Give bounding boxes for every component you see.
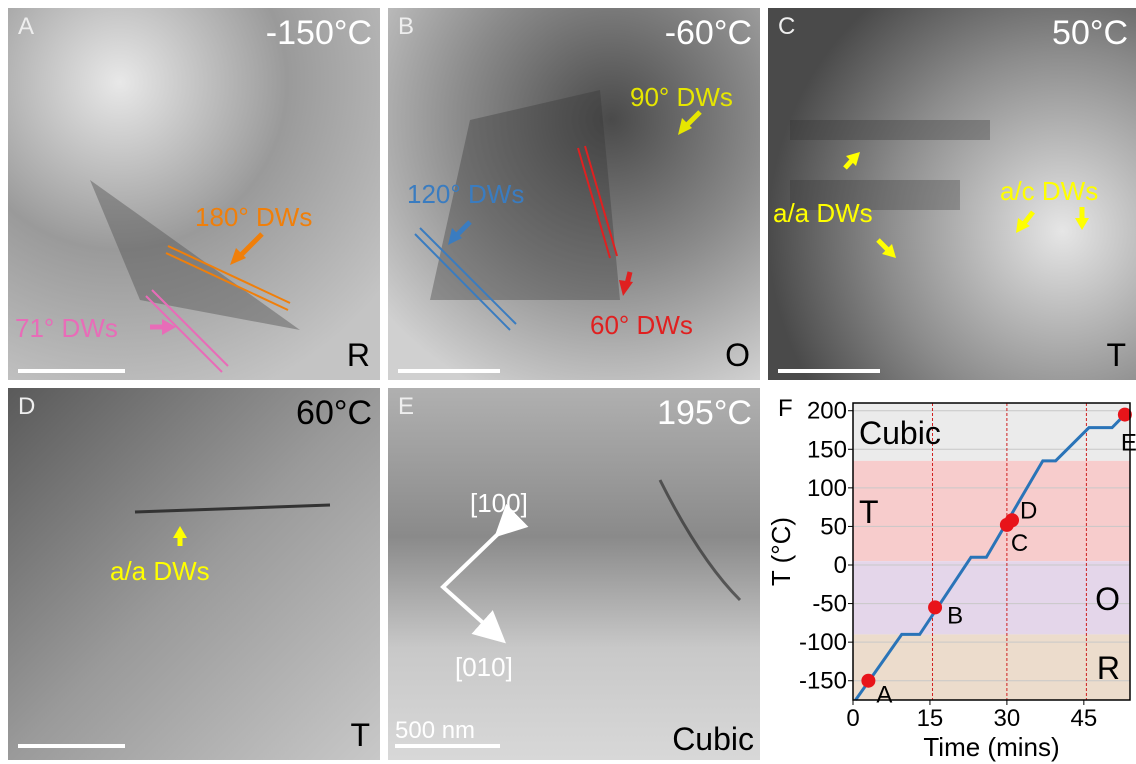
x-axis-label: Time (mins)	[923, 732, 1059, 762]
y-tick-label: 0	[834, 552, 847, 579]
phase: Cubic	[672, 721, 754, 757]
x-tick-label: 45	[1070, 705, 1097, 732]
y-tick-label: 200	[807, 398, 847, 425]
region-label: T	[859, 494, 879, 530]
panel-a: A -150°C R 180° DWs 71° DWs	[8, 8, 380, 380]
panel-f: F 200 150 100 50 0 -50 -100 -150 0 15 30 45 Cubic T OR…	[766, 395, 1136, 762]
panel-d: D 60°C T a/a DWs	[8, 388, 380, 760]
panel-b: B -60°C O 90° DWs 120° DWs 60° DWs	[388, 8, 760, 380]
sample-point	[928, 600, 942, 614]
direction-label: [010]	[455, 652, 513, 682]
panel-label: A	[18, 13, 34, 40]
y-axis-label: T (°C)	[766, 517, 796, 586]
point-label: D	[1020, 497, 1037, 524]
point-label: C	[1011, 530, 1028, 557]
temperature: 195°C	[657, 394, 752, 432]
y-tick-label: 150	[807, 436, 847, 463]
direction-label: [100]	[470, 488, 528, 518]
annotation: a/a DWs	[773, 198, 873, 228]
region-label: Cubic	[859, 415, 941, 451]
temperature: -150°C	[266, 14, 372, 52]
region-label: O	[1095, 581, 1120, 617]
panel-e: E 195°C Cubic [100] [010] 500 nm	[388, 388, 760, 760]
panel-label: D	[18, 393, 35, 420]
sample-point	[861, 674, 875, 688]
tem-image	[388, 388, 760, 760]
annotation: 60° DWs	[590, 310, 693, 340]
temperature: -60°C	[665, 14, 752, 52]
annotation: a/c DWs	[1000, 176, 1098, 206]
point-label: B	[947, 602, 963, 629]
y-tick-label: 100	[807, 475, 847, 502]
temperature: 60°C	[296, 394, 372, 432]
phase: T	[1106, 337, 1126, 373]
annotation: 180° DWs	[195, 202, 312, 232]
sample-point	[1005, 513, 1019, 527]
y-tick-label: -50	[812, 591, 847, 618]
panel-label: E	[398, 393, 414, 420]
annotation: 120° DWs	[407, 179, 524, 209]
annotation: 71° DWs	[15, 313, 118, 343]
phase: R	[347, 337, 370, 373]
scale-bar-label: 500 nm	[395, 717, 475, 744]
x-tick-label: 0	[846, 705, 859, 732]
point-label: E	[1121, 430, 1136, 457]
y-tick-label: 50	[820, 513, 847, 540]
panel-c: C 50°C T a/a DWs a/c DWs	[768, 8, 1136, 380]
x-tick-label: 30	[994, 705, 1021, 732]
y-tick-label: -150	[799, 668, 847, 695]
phase-region	[853, 561, 1130, 634]
panel-label: C	[778, 13, 795, 40]
temperature: 50°C	[1052, 14, 1128, 52]
phase: T	[350, 717, 370, 753]
panel-label: B	[398, 13, 414, 40]
annotation: 90° DWs	[630, 82, 733, 112]
x-tick-label: 15	[917, 705, 944, 732]
phase: O	[725, 337, 750, 373]
panel-label: F	[778, 395, 793, 422]
point-label: A	[876, 682, 892, 709]
y-tick-label: -100	[799, 629, 847, 656]
annotation: a/a DWs	[110, 556, 210, 586]
region-label: R	[1097, 650, 1120, 686]
figure: A -150°C R 180° DWs 71° DWs B -60°C O 90…	[0, 0, 1136, 764]
